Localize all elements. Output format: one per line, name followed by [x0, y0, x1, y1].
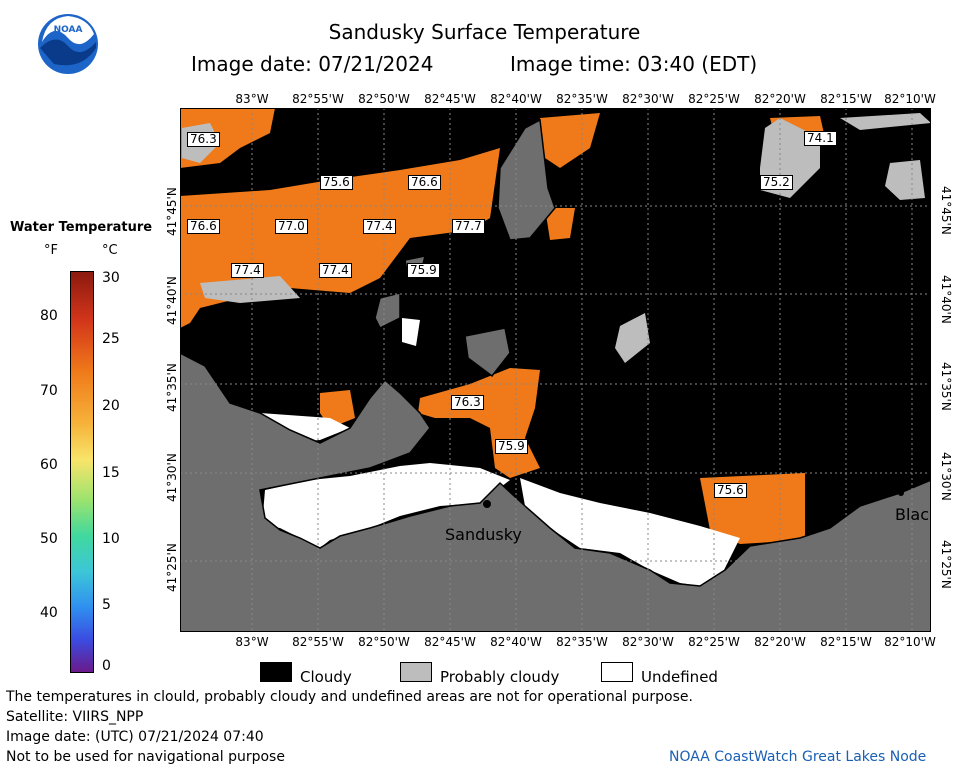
map-grid [180, 108, 931, 632]
lon-label: 82°55'W [292, 92, 344, 106]
lon-label: 83°W [235, 92, 269, 106]
lon-label: 82°55'W [292, 635, 344, 649]
lon-label: 82°50'W [358, 92, 410, 106]
temp-label: 77.4 [319, 263, 352, 278]
temp-label: 77.4 [231, 263, 264, 278]
temp-label: 74.1 [804, 131, 837, 146]
disclaimer-text: The temperatures in clould, probably clo… [6, 689, 693, 705]
lat-label: 41°40'N [165, 276, 179, 325]
lon-label: 82°35'W [556, 635, 608, 649]
colorbar [70, 271, 94, 673]
temp-label: 75.9 [407, 263, 440, 278]
lon-label: 82°20'W [754, 92, 806, 106]
sandusky-label: Sandusky [445, 525, 522, 544]
black-river-label: Blac [895, 505, 930, 524]
lon-label: 82°45'W [424, 92, 476, 106]
unit-fahrenheit: °F [44, 243, 58, 258]
lon-label: 82°10'W [884, 92, 936, 106]
tick-c: 20 [102, 398, 120, 414]
lon-label: 82°15'W [820, 92, 872, 106]
city-marker [483, 500, 491, 508]
islands [374, 118, 556, 378]
satellite-text: Satellite: VIIRS_NPP [6, 709, 144, 725]
lon-label: 83°W [235, 635, 269, 649]
navigation-warning: Not to be used for navigational purpose [6, 749, 285, 765]
tick-f: 60 [40, 457, 58, 473]
tick-f: 40 [40, 605, 58, 621]
temp-label: 76.3 [187, 132, 220, 147]
temp-label: 77.7 [452, 219, 485, 234]
page-title: Sandusky Surface Temperature [328, 20, 641, 44]
svg-text:NOAA: NOAA [54, 25, 83, 35]
lon-label: 82°20'W [754, 635, 806, 649]
temp-label: 77.0 [275, 219, 308, 234]
unit-celsius: °C [102, 243, 118, 258]
tick-c: 0 [102, 658, 111, 674]
probably-cloudy-swatch [400, 662, 432, 682]
lat-label: 41°35'N [939, 362, 953, 411]
image-date: Image date: 07/21/2024 [191, 52, 434, 76]
tick-c: 10 [102, 531, 120, 547]
cloudy-swatch [260, 662, 292, 682]
undefined-swatch [601, 662, 633, 682]
credit-text: NOAA CoastWatch Great Lakes Node [669, 749, 927, 765]
map-border [180, 108, 931, 632]
temp-label: 75.6 [320, 175, 353, 190]
probably-cloudy-label: Probably cloudy [440, 668, 560, 686]
tick-f: 80 [40, 308, 58, 324]
temp-label: 76.6 [187, 219, 220, 234]
noaa-logo: NOAA [36, 12, 100, 80]
lat-label: 41°45'N [165, 187, 179, 236]
lon-label: 82°25'W [688, 635, 740, 649]
temp-label: 76.3 [451, 395, 484, 410]
temp-label: 75.9 [495, 439, 528, 454]
tick-c: 5 [102, 597, 111, 613]
lon-label: 82°25'W [688, 92, 740, 106]
tick-c: 25 [102, 331, 120, 347]
temperature-map [180, 108, 931, 632]
lat-label: 41°40'N [939, 275, 953, 324]
temp-label: 75.2 [760, 175, 793, 190]
lon-label: 82°30'W [622, 635, 674, 649]
lon-label: 82°40'W [490, 92, 542, 106]
cloudy-label: Cloudy [300, 668, 352, 686]
lat-label: 41°30'N [939, 452, 953, 501]
lon-label: 82°45'W [424, 635, 476, 649]
lat-label: 41°30'N [165, 453, 179, 502]
land-area [180, 352, 931, 632]
lon-label: 82°40'W [490, 635, 542, 649]
lon-label: 82°35'W [556, 92, 608, 106]
temp-label: 77.4 [363, 219, 396, 234]
tick-c: 15 [102, 465, 120, 481]
lat-label: 41°35'N [165, 363, 179, 412]
utc-date-text: Image date: (UTC) 07/21/2024 07:40 [6, 729, 264, 745]
lat-label: 41°25'N [939, 540, 953, 589]
legend-title: Water Temperature [10, 220, 153, 235]
undefined-label: Undefined [641, 668, 718, 686]
lat-label: 41°25'N [165, 543, 179, 592]
temp-label: 75.6 [714, 483, 747, 498]
tick-f: 50 [40, 531, 58, 547]
lon-label: 82°30'W [622, 92, 674, 106]
lat-label: 41°45'N [939, 186, 953, 235]
image-time: Image time: 03:40 (EDT) [510, 52, 758, 76]
city-marker [898, 490, 904, 496]
lon-label: 82°10'W [884, 635, 936, 649]
tick-c: 30 [102, 270, 120, 286]
lon-label: 82°15'W [820, 635, 872, 649]
lon-label: 82°50'W [358, 635, 410, 649]
tick-f: 70 [40, 383, 58, 399]
temp-label: 76.6 [408, 175, 441, 190]
